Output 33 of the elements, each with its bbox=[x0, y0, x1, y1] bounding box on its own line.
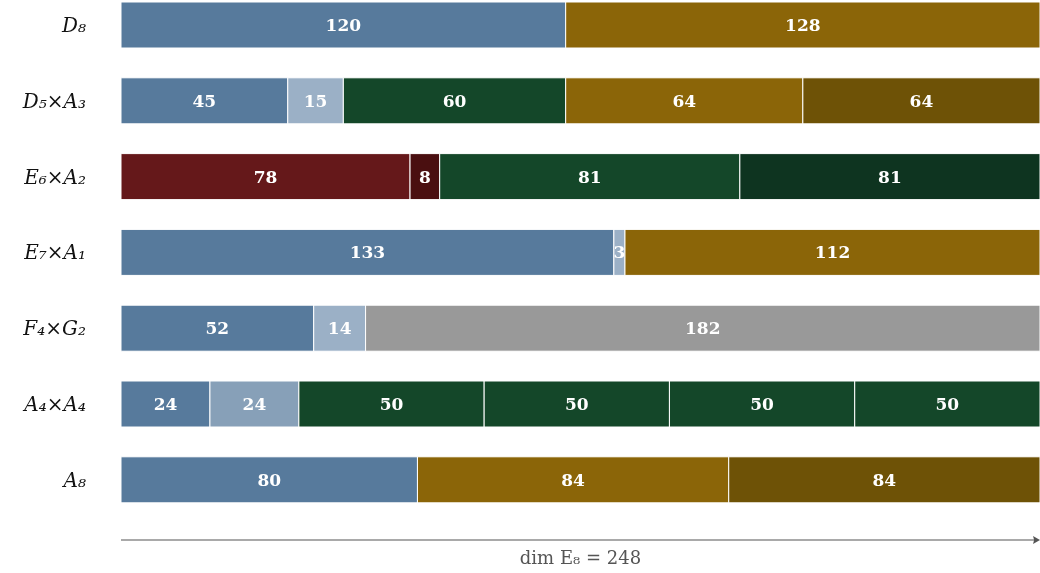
y-tick-label: D₅×A₃ bbox=[21, 88, 86, 113]
data-label: 52 bbox=[205, 318, 230, 339]
data-label: 50 bbox=[935, 393, 960, 414]
data-label: 84 bbox=[872, 469, 897, 490]
data-label: 50 bbox=[750, 393, 775, 414]
data-label: 60 bbox=[442, 90, 467, 111]
data-label: 120 bbox=[325, 14, 362, 35]
data-label: 64 bbox=[909, 90, 934, 111]
data-label: 15 bbox=[303, 90, 328, 111]
y-tick-label: A₄×A₄ bbox=[22, 392, 86, 416]
data-label: 45 bbox=[192, 90, 217, 111]
data-label: 50 bbox=[379, 393, 404, 414]
data-label: 14 bbox=[327, 318, 352, 339]
data-label: 78 bbox=[253, 166, 278, 187]
data-label: 84 bbox=[561, 469, 586, 490]
data-label: 8 bbox=[418, 166, 431, 187]
y-tick-label: F₄×G₂ bbox=[22, 316, 86, 341]
data-label: 50 bbox=[564, 393, 589, 414]
x-axis-title: dim E₈ = 248 bbox=[519, 547, 642, 569]
data-label: 24 bbox=[153, 393, 178, 414]
data-label: 182 bbox=[685, 318, 721, 339]
data-label: 112 bbox=[814, 242, 851, 263]
data-label: 81 bbox=[878, 166, 902, 187]
y-tick-label: E₆×A₂ bbox=[23, 164, 86, 189]
y-tick-label: A₈ bbox=[61, 467, 86, 492]
data-label: 133 bbox=[349, 242, 386, 263]
y-tick-label: D₈ bbox=[60, 13, 86, 37]
data-label: 81 bbox=[577, 166, 602, 187]
data-label: 24 bbox=[242, 393, 267, 414]
data-label: 80 bbox=[257, 469, 282, 490]
data-label: 128 bbox=[785, 14, 821, 35]
y-tick-label: E₇×A₁ bbox=[23, 240, 86, 265]
data-label: 64 bbox=[672, 90, 697, 111]
